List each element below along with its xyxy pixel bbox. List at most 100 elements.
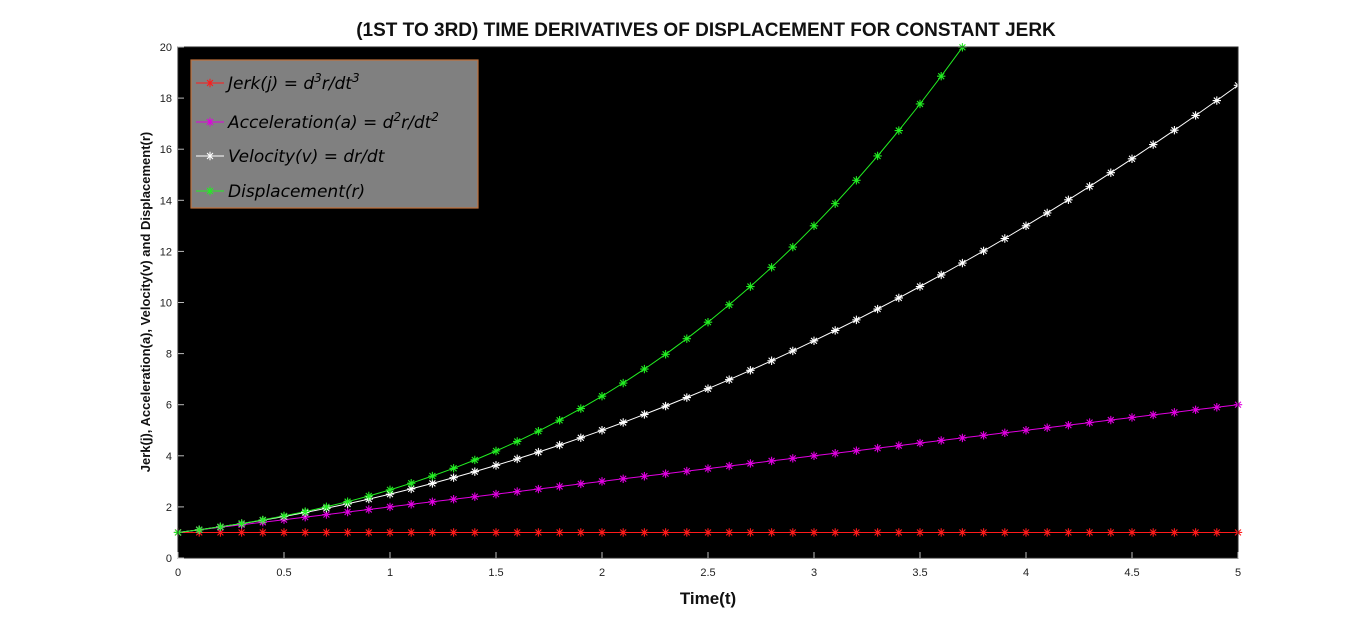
series-2-point-18: [555, 440, 564, 450]
series-1-point-6: [301, 512, 310, 522]
series-2-point-46: [1149, 140, 1158, 149]
series-1-point-35: [915, 438, 925, 448]
series-0-point-25: [703, 528, 713, 537]
series-0-point-15: [491, 528, 501, 537]
series-0-point-44: [1106, 528, 1115, 537]
series-2-point-48: [1191, 111, 1200, 120]
series-2-point-24: [682, 393, 691, 402]
series-0-point-34: [894, 528, 903, 537]
series-1-point-49: [1212, 403, 1221, 412]
axes: 0 0.5 1 1.5 2 2.5 3 3.5 4 4.5 5 0 2 4 6 8 10 12 14 16 18 20: [160, 42, 1241, 579]
series-3-point-28: [767, 263, 776, 272]
y-tick-label-7: 14: [160, 195, 172, 207]
series-0-point-29: [788, 528, 797, 537]
y-tick-label-9: 18: [160, 93, 172, 105]
legend-label-0: Jerk(j) = d3r/dt3: [225, 71, 360, 94]
series-3-point-29: [788, 242, 797, 252]
series-3-point-27: [746, 282, 755, 291]
legend-label-1: Acceleration(a) = d2r/dt2: [227, 110, 439, 133]
series-1-point-27: [746, 459, 755, 468]
series-1-point-20: [597, 477, 607, 486]
series-2-point-17: [534, 447, 543, 457]
series-3-point-32: [852, 176, 861, 185]
series-3-point-10: [385, 485, 395, 495]
chart-title: (1ST TO 3RD) TIME DERIVATIVES OF DISPLAC…: [356, 20, 1056, 41]
series-2-point-10: [385, 489, 395, 499]
series-3-point-2: [216, 522, 225, 531]
series-2-point-34: [894, 293, 903, 303]
series-1-point-30: [809, 451, 819, 460]
y-tick-label-6: 12: [160, 246, 172, 258]
series-0-point-46: [1149, 528, 1158, 537]
series-2-point-25: [703, 384, 713, 393]
series-0-point-23: [661, 528, 670, 537]
series-0-point-22: [640, 528, 649, 537]
series-0-point-26: [725, 528, 734, 537]
x-tick-label-3: 1.5: [488, 567, 503, 579]
series-3-point-11: [407, 479, 416, 488]
series-3-point-8: [343, 497, 352, 506]
y-axis-label: Jerk(j), Acceleration(a), Velocity(v) an…: [138, 132, 153, 473]
series-2-point-29: [788, 346, 797, 356]
series-0-point-5: [279, 528, 289, 537]
legend-label-2: Velocity(v) = dr/dt: [228, 147, 386, 167]
series-0-point-16: [513, 528, 522, 537]
series-3-point-24: [682, 334, 691, 343]
series-1-point-47: [1170, 408, 1179, 417]
series-3-point-1: [195, 525, 204, 534]
series-2-point-38: [979, 246, 988, 256]
series-1-point-46: [1149, 410, 1158, 420]
series-3-point-13: [449, 464, 458, 473]
x-tick-label-0: 0: [175, 567, 181, 579]
y-tick-label-0: 0: [166, 553, 172, 565]
series-1-point-7: [322, 510, 331, 519]
series-1-point-15: [491, 489, 501, 499]
legend-box: [190, 59, 479, 209]
legend-marker-1: [205, 117, 215, 127]
series-1-point-39: [1000, 428, 1009, 438]
series-0-point-49: [1212, 528, 1221, 537]
series-0-point-2: [216, 528, 225, 537]
series-1-point-25: [703, 464, 713, 473]
series-1-point-37: [958, 433, 967, 443]
x-tick-label-4: 2: [599, 567, 605, 579]
series-0-point-19: [576, 528, 585, 537]
series-0-point-41: [1043, 528, 1052, 537]
series-2-point-40: [1021, 221, 1031, 231]
series-3-point-36: [937, 72, 946, 81]
series-2-point-26: [725, 375, 734, 384]
series-1-point-24: [682, 466, 691, 476]
x-tick-label-8: 4: [1023, 567, 1029, 579]
series-1-point-11: [407, 500, 416, 509]
series-1-point-42: [1064, 420, 1073, 430]
series-1-point-48: [1191, 405, 1200, 415]
series-0-point-33: [873, 528, 882, 537]
legend-marker-3: [205, 186, 215, 196]
series-1-point-17: [534, 484, 543, 494]
series-0-point-12: [428, 528, 437, 537]
series-2-point-19: [576, 433, 585, 442]
series-0-point-13: [449, 528, 458, 537]
series-2-point-22: [640, 410, 649, 419]
series-3-point-18: [555, 416, 564, 425]
series-0-point-18: [555, 528, 564, 537]
series-0-point-40: [1021, 528, 1031, 537]
series-3-point-16: [513, 437, 522, 446]
series-3-point-23: [661, 350, 670, 359]
y-tick-label-4: 8: [166, 349, 172, 361]
y-tick-label-10: 20: [160, 42, 172, 54]
series-3-point-7: [322, 502, 331, 512]
series-1-point-10: [385, 502, 395, 512]
series-1-point-45: [1127, 413, 1137, 422]
markers: [173, 43, 1243, 537]
series-2-point-49: [1212, 96, 1221, 105]
series-2-point-31: [831, 326, 840, 335]
series-2-point-13: [449, 473, 458, 482]
series-3-point-31: [831, 199, 840, 208]
series-1-point-28: [767, 456, 776, 466]
series-2-point-21: [619, 418, 628, 427]
x-tick-label-7: 3.5: [912, 567, 927, 579]
series-0-point-8: [343, 528, 352, 537]
series-0-point-10: [385, 528, 395, 537]
series-0-point-9: [364, 528, 373, 537]
